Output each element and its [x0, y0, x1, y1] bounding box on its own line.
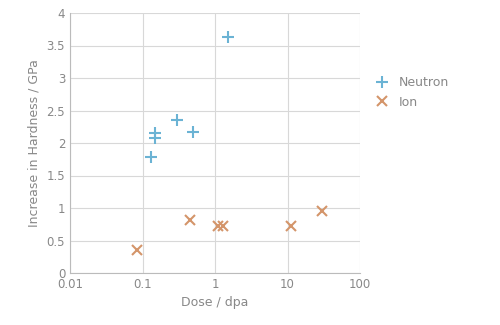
Neutron [152, 136, 158, 140]
Line: Neutron: Neutron [145, 32, 234, 163]
Neutron [190, 130, 196, 134]
Ion [220, 224, 226, 228]
Ion [319, 209, 325, 213]
Ion [187, 218, 193, 222]
Neutron [174, 118, 180, 122]
Neutron [148, 155, 154, 159]
X-axis label: Dose / dpa: Dose / dpa [182, 296, 248, 309]
Neutron [225, 35, 231, 39]
Y-axis label: Increase in Hardness / GPa: Increase in Hardness / GPa [28, 59, 41, 227]
Ion [215, 224, 221, 228]
Ion [134, 248, 140, 252]
Ion [288, 224, 294, 228]
Line: Ion: Ion [132, 206, 327, 255]
Neutron [152, 131, 158, 135]
Legend: Neutron, Ion: Neutron, Ion [369, 76, 450, 109]
